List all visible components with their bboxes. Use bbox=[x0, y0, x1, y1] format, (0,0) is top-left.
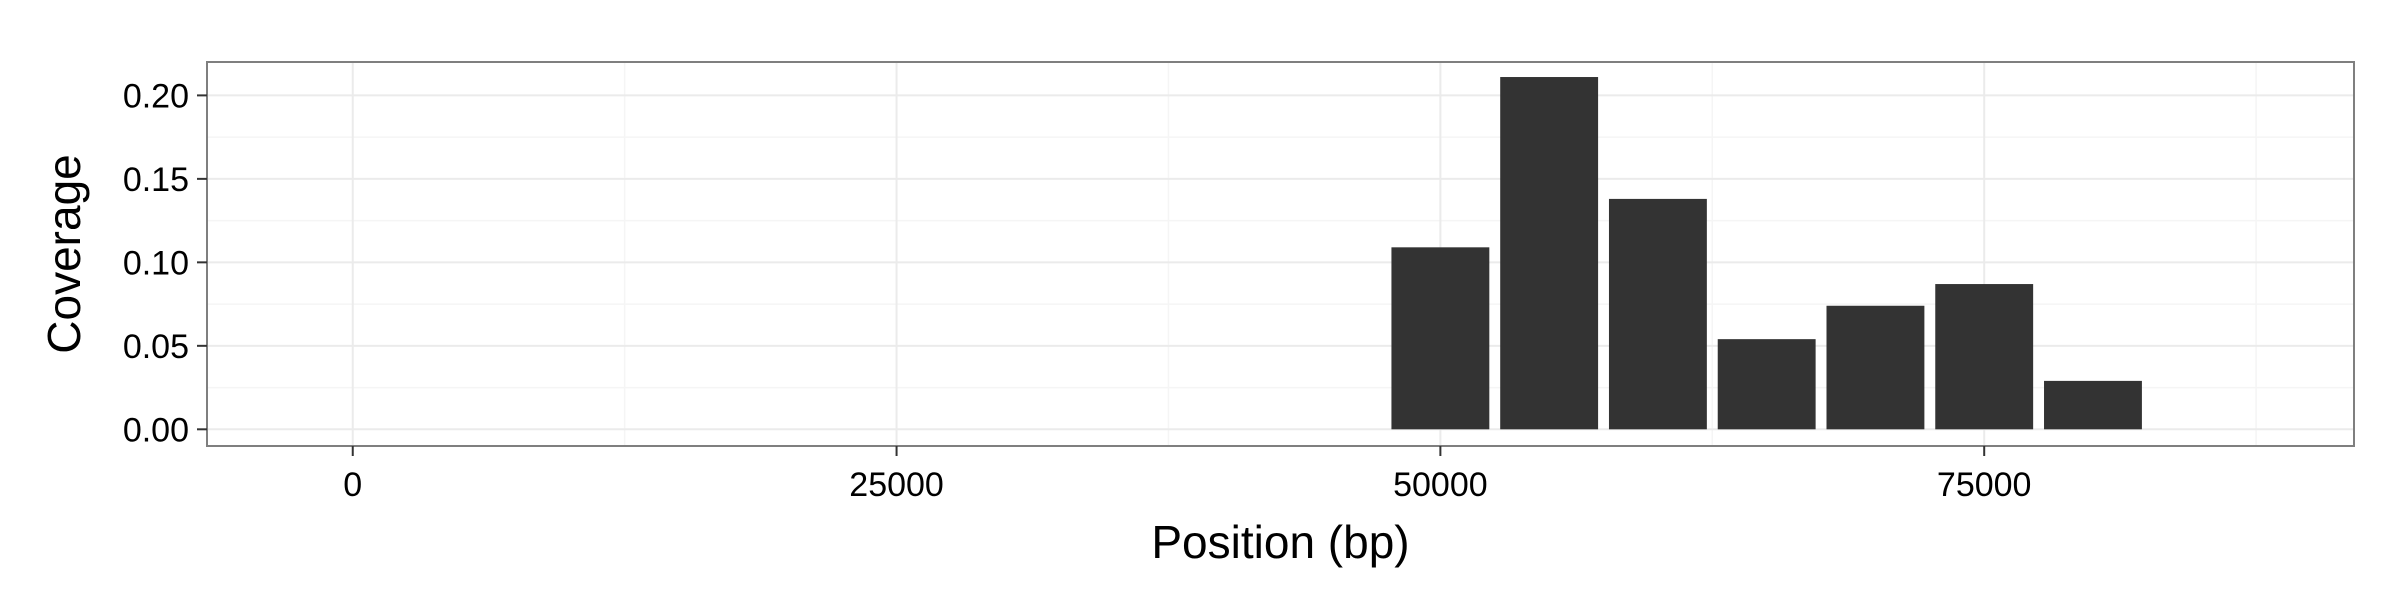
bar bbox=[1391, 247, 1490, 430]
bar bbox=[1717, 339, 1816, 430]
bar bbox=[1935, 284, 2034, 430]
bar bbox=[2044, 380, 2142, 430]
x-tick-label: 0 bbox=[343, 466, 362, 504]
bar bbox=[1500, 77, 1599, 430]
x-axis-title: Position (bp) bbox=[1151, 516, 1409, 568]
y-axis: 0.00 0.05 0.10 0.15 0.20 bbox=[123, 77, 207, 449]
bar bbox=[1608, 198, 1707, 430]
y-axis-title: Coverage bbox=[38, 154, 90, 353]
x-tick-label: 25000 bbox=[849, 466, 944, 504]
panel-border bbox=[206, 61, 2355, 447]
y-tick-label: 0.05 bbox=[123, 328, 189, 366]
x-axis: 0 25000 50000 75000 bbox=[343, 446, 2031, 504]
y-tick-label: 0.20 bbox=[123, 77, 189, 115]
y-tick-label: 0.10 bbox=[123, 244, 189, 282]
bar-series bbox=[1391, 77, 2142, 430]
bar bbox=[1826, 305, 1925, 430]
x-tick-label: 50000 bbox=[1393, 466, 1488, 504]
y-tick-label: 0.00 bbox=[123, 411, 189, 449]
x-tick-label: 75000 bbox=[1937, 466, 2032, 504]
y-tick-label: 0.15 bbox=[123, 161, 189, 199]
